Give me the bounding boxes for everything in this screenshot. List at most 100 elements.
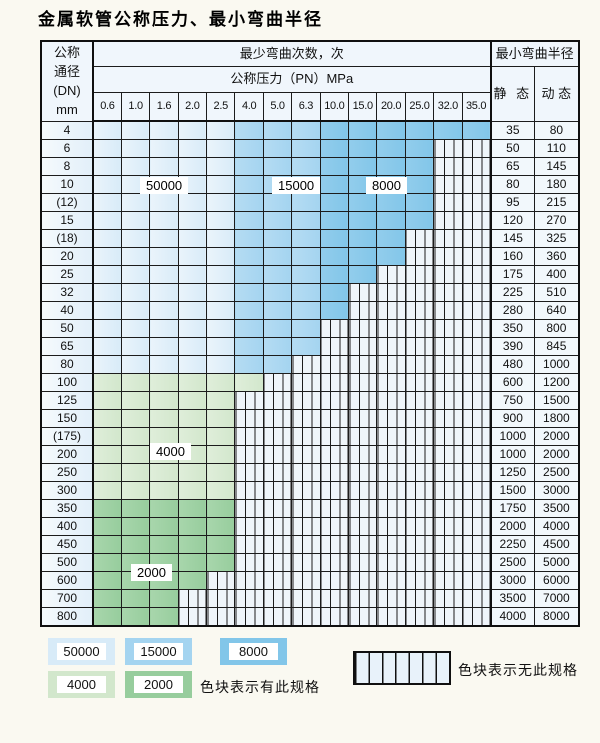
bend-cycles-header: 最少弯曲次数，次 — [92, 40, 492, 67]
static-header-cell: 静 态 — [489, 66, 536, 122]
static-radius-cell: 350 — [489, 319, 536, 338]
static-radius-cell: 80 — [489, 175, 536, 194]
spec-cell-50000 — [177, 247, 208, 266]
spec-cell-2000 — [206, 499, 236, 518]
spec-cell-4000 — [92, 463, 122, 482]
no-spec-cell — [348, 391, 378, 410]
dynamic-radius-cell: 4000 — [534, 517, 580, 536]
no-spec-cell — [291, 409, 321, 428]
spec-cell-50000 — [92, 120, 122, 140]
dynamic-radius-cell: 80 — [534, 120, 580, 140]
spec-cell-8000 — [319, 301, 350, 320]
spec-cell-4000 — [120, 427, 151, 446]
spec-cell-4000 — [92, 409, 122, 428]
dn-cell: (12) — [40, 193, 94, 212]
table-row: 350 1750 3500 — [40, 499, 580, 518]
dn-cell: 65 — [40, 337, 94, 356]
no-spec-cell — [461, 265, 492, 284]
no-spec-cell — [319, 607, 350, 627]
spec-cell-15000 — [234, 193, 264, 212]
no-spec-cell — [404, 409, 435, 428]
spec-cell-4000 — [120, 445, 151, 464]
no-spec-cell — [348, 607, 378, 627]
no-spec-cell — [262, 571, 293, 590]
no-spec-cell — [348, 463, 378, 482]
spec-cell-4000 — [120, 463, 151, 482]
no-spec-cell — [234, 391, 264, 410]
spec-cell-50000 — [206, 301, 236, 320]
no-spec-cell — [348, 535, 378, 554]
spec-cell-15000 — [262, 229, 293, 248]
dn-cell: 40 — [40, 301, 94, 320]
dn-cell: 15 — [40, 211, 94, 230]
spec-cell-2000 — [92, 553, 122, 572]
no-spec-cell — [376, 373, 406, 392]
spec-cell-50000 — [177, 139, 208, 158]
table-row: 6 50 110 — [40, 139, 580, 158]
spec-cell-8000 — [319, 229, 350, 248]
spec-cell-15000 — [291, 139, 321, 158]
no-spec-cell — [234, 463, 264, 482]
pressure-header-cell: 35.0 — [461, 92, 492, 122]
no-spec-cell — [433, 211, 463, 230]
no-spec-cell — [376, 301, 406, 320]
static-radius-cell: 1000 — [489, 445, 536, 464]
spec-cell-4000 — [206, 391, 236, 410]
no-spec-cell — [177, 607, 208, 627]
dynamic-radius-cell: 180 — [534, 175, 580, 194]
no-spec-cell — [433, 229, 463, 248]
no-spec-cell — [433, 589, 463, 608]
spec-cell-8000 — [348, 193, 378, 212]
no-spec-cell — [319, 355, 350, 374]
spec-cell-15000 — [291, 247, 321, 266]
table-row: 80 480 1000 — [40, 355, 580, 374]
dynamic-radius-cell: 400 — [534, 265, 580, 284]
spec-cell-8000 — [376, 157, 406, 176]
table-row: 125 750 1500 — [40, 391, 580, 410]
table-row: 25 175 400 — [40, 265, 580, 284]
spec-cell-2000 — [120, 517, 151, 536]
static-radius-cell: 3500 — [489, 589, 536, 608]
spec-cell-15000 — [234, 211, 264, 230]
dynamic-radius-cell: 360 — [534, 247, 580, 266]
static-radius-cell: 480 — [489, 355, 536, 374]
zone-value-label-8000: 8000 — [366, 177, 407, 194]
static-radius-cell: 390 — [489, 337, 536, 356]
no-spec-cell — [433, 553, 463, 572]
static-radius-cell: 3000 — [489, 571, 536, 590]
no-spec-cell — [376, 553, 406, 572]
no-spec-cell — [376, 391, 406, 410]
pressure-header-cell: 25.0 — [404, 92, 435, 122]
no-spec-cell — [348, 589, 378, 608]
no-spec-cell — [433, 391, 463, 410]
spec-cell-50000 — [206, 120, 236, 140]
no-spec-cell — [348, 481, 378, 500]
legend-swatch-label: 15000 — [134, 643, 183, 660]
no-spec-cell — [461, 553, 492, 572]
spec-cell-50000 — [92, 211, 122, 230]
table-row: 8 65 145 — [40, 157, 580, 176]
no-spec-cell — [461, 373, 492, 392]
dn-cell: 32 — [40, 283, 94, 302]
spec-cell-50000 — [177, 229, 208, 248]
static-radius-cell: 2250 — [489, 535, 536, 554]
spec-cell-50000 — [120, 229, 151, 248]
legend-swatch-50000: 50000 — [48, 638, 115, 665]
no-spec-cell — [262, 553, 293, 572]
spec-cell-4000 — [92, 373, 122, 392]
dn-cell: 125 — [40, 391, 94, 410]
no-spec-cell — [262, 463, 293, 482]
spec-cell-15000 — [262, 319, 293, 338]
static-radius-cell: 2500 — [489, 553, 536, 572]
spec-cell-4000 — [206, 481, 236, 500]
no-spec-cell — [348, 301, 378, 320]
spec-cell-50000 — [206, 319, 236, 338]
dynamic-radius-cell: 7000 — [534, 589, 580, 608]
dn-cell: 150 — [40, 409, 94, 428]
spec-cell-50000 — [206, 247, 236, 266]
no-spec-cell — [291, 355, 321, 374]
no-spec-cell — [291, 373, 321, 392]
no-spec-cell — [461, 139, 492, 158]
spec-cell-4000 — [149, 409, 179, 428]
pressure-header-cell: 5.0 — [262, 92, 293, 122]
